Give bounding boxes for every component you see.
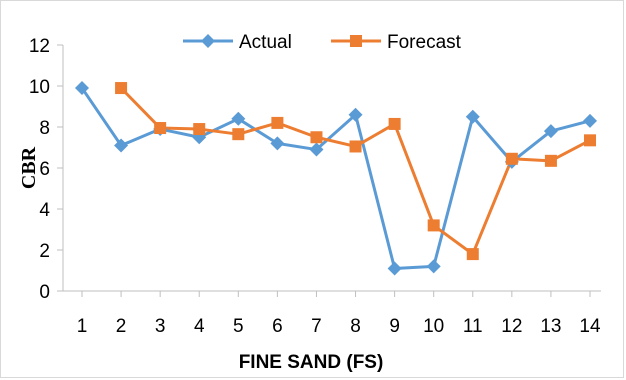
data-point-forecast [115, 82, 128, 95]
x-tick-label: 6 [272, 316, 283, 337]
x-axis-title: FINE SAND (FS) [239, 352, 384, 373]
data-point-actual [465, 109, 480, 124]
tick-marks [57, 44, 591, 297]
x-tick-label: 3 [155, 316, 166, 337]
x-tick-label: 11 [463, 316, 483, 337]
data-point-actual [309, 142, 324, 157]
data-point-forecast [544, 154, 557, 167]
x-tick-label: 9 [389, 316, 400, 337]
x-tick-label: 7 [311, 316, 322, 337]
y-tick-label: 8 [39, 118, 50, 139]
data-point-actual [270, 136, 285, 151]
legend-item-forecast: Forecast [331, 32, 462, 53]
y-tick-label: 2 [39, 241, 50, 262]
x-tick-label: 14 [579, 316, 601, 337]
y-tick-label: 4 [39, 200, 50, 221]
data-point-actual [75, 81, 89, 96]
x-tick-label: 2 [116, 316, 127, 337]
series-line-actual [80, 87, 591, 270]
data-point-forecast [154, 122, 167, 135]
data-point-forecast [505, 152, 518, 165]
data-point-forecast [232, 128, 245, 141]
x-tick-label: 4 [194, 316, 205, 337]
x-tick-label: 5 [233, 316, 244, 337]
series-markers [75, 81, 597, 276]
legend-label-forecast: Forecast [387, 32, 462, 53]
y-axis-title: CBR [18, 146, 40, 189]
data-point-forecast [584, 134, 596, 147]
data-point-forecast [466, 248, 479, 261]
y-tick-label: 6 [39, 159, 50, 180]
data-point-actual [114, 138, 129, 153]
data-point-actual [543, 124, 558, 139]
y-tick-label: 0 [39, 282, 50, 303]
legend-label-actual: Actual [239, 32, 292, 53]
x-tick-label: 12 [501, 316, 522, 337]
x-tick-label: 10 [423, 316, 444, 337]
data-point-forecast [427, 219, 440, 232]
data-point-forecast [349, 140, 362, 153]
data-point-forecast [271, 116, 284, 129]
legend-forecast-square-marker [350, 35, 362, 47]
x-tick-label: 8 [350, 316, 361, 337]
y-tick-label: 10 [29, 77, 50, 98]
data-point-actual [583, 113, 597, 128]
x-tick-label: 13 [540, 316, 561, 337]
data-point-forecast [310, 131, 323, 144]
legend: Actual Forecast [183, 32, 462, 53]
x-tick-label: 1 [77, 316, 88, 337]
legend-item-actual: Actual [183, 32, 292, 53]
data-point-actual [348, 107, 363, 122]
legend-actual-diamond-marker [201, 34, 215, 48]
data-point-actual [387, 261, 402, 276]
data-point-forecast [193, 123, 206, 136]
y-tick-label: 12 [29, 36, 50, 57]
data-point-actual [231, 111, 246, 126]
axes [62, 45, 601, 292]
series-lines [80, 87, 591, 270]
data-point-actual [426, 259, 441, 274]
data-point-forecast [388, 117, 401, 130]
